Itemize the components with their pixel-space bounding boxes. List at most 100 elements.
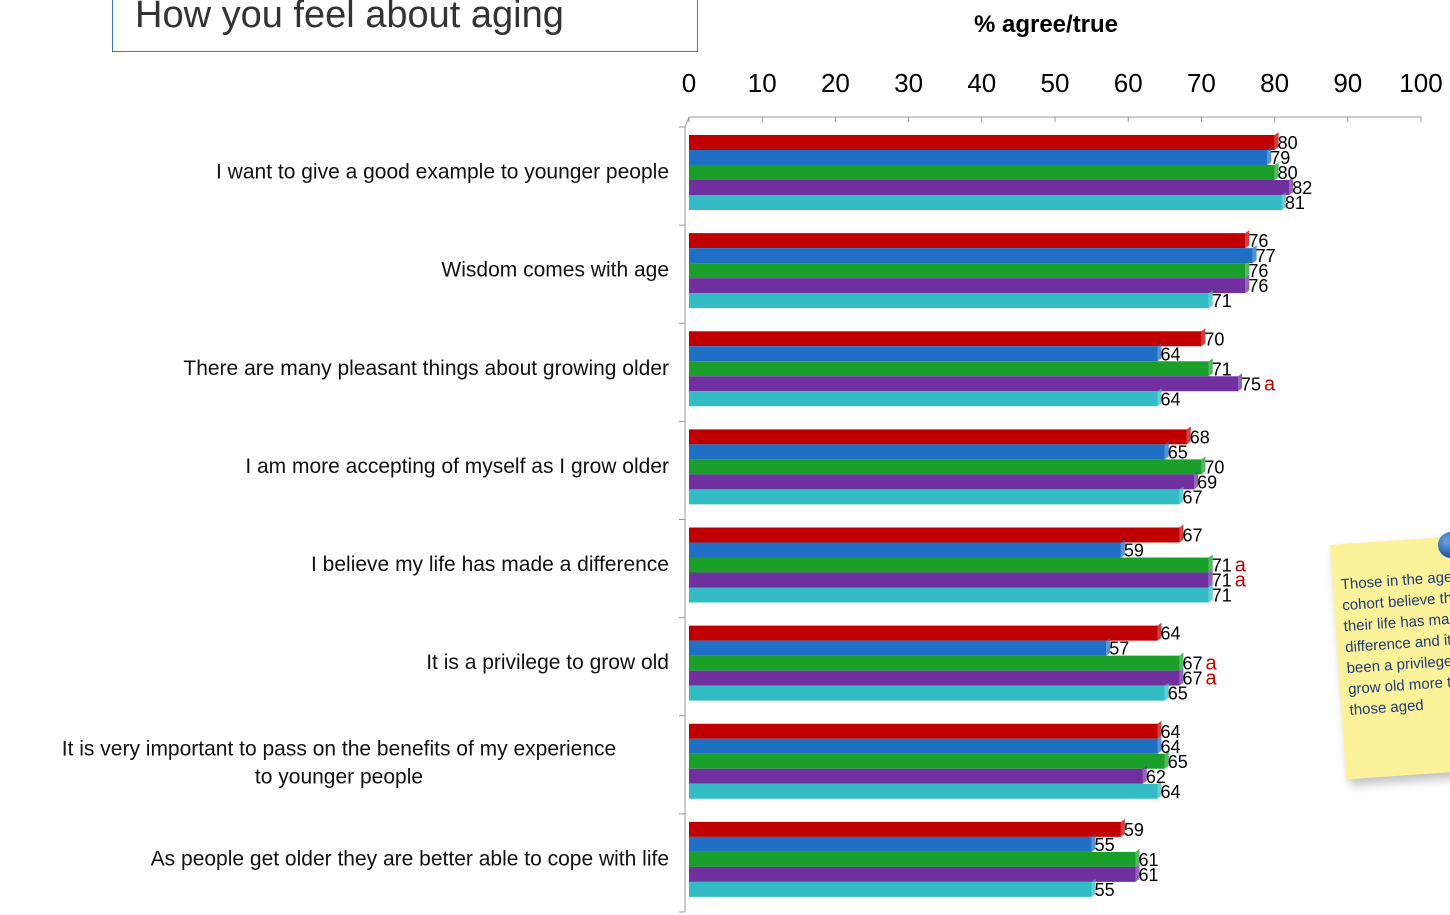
data-label: 71 <box>1212 556 1232 576</box>
data-label: 59 <box>1124 820 1144 840</box>
bar-cap <box>1186 426 1191 445</box>
bar-cap <box>1157 388 1162 407</box>
category-label: It is a privilege to grow old <box>426 651 669 674</box>
significance-flag: a <box>1235 555 1247 577</box>
data-label: 67 <box>1182 487 1202 507</box>
bar-cap <box>1274 162 1279 180</box>
bar <box>689 821 1121 837</box>
page-title: How you feel about aging <box>135 0 564 36</box>
bar-cap <box>1157 622 1162 641</box>
data-label: 77 <box>1256 246 1276 266</box>
x-tick-label: 90 <box>1333 68 1362 98</box>
category-label: I want to give a good example to younger… <box>216 161 669 184</box>
data-label: 61 <box>1139 865 1159 885</box>
bar-cap <box>1208 554 1213 573</box>
x-tick-label: 50 <box>1041 68 1070 98</box>
category-label: There are many pleasant things about gro… <box>183 357 669 380</box>
bar-cap <box>1120 539 1125 558</box>
data-label: 64 <box>1160 624 1180 644</box>
bar <box>689 180 1290 195</box>
bar-cap <box>1157 343 1162 362</box>
bar <box>689 527 1180 543</box>
data-label: 82 <box>1292 178 1312 198</box>
bar-cap <box>1201 328 1206 347</box>
bar-cap <box>1289 177 1294 195</box>
data-label: 64 <box>1160 389 1180 409</box>
bar-cap <box>1208 584 1213 603</box>
bar <box>689 135 1275 150</box>
data-label: 65 <box>1168 752 1188 772</box>
bar-cap <box>1179 486 1184 505</box>
data-label: 67 <box>1182 669 1202 689</box>
significance-flag: a <box>1264 373 1276 395</box>
pushpin-icon <box>1438 532 1450 558</box>
bar-cap <box>1252 245 1257 264</box>
significance-flag: a <box>1235 570 1247 592</box>
bar-cap <box>1208 358 1213 377</box>
data-label: 71 <box>1212 586 1232 606</box>
data-label: 80 <box>1278 133 1298 153</box>
category-label: As people get older they are better able… <box>151 847 669 870</box>
bar <box>689 376 1238 392</box>
bar <box>689 655 1180 671</box>
bar <box>689 625 1158 641</box>
bar <box>689 640 1107 656</box>
bar <box>689 429 1187 445</box>
bar-cap <box>1164 750 1169 769</box>
bar <box>689 783 1158 799</box>
bar-cap <box>1135 863 1140 882</box>
bar-cap <box>1120 818 1125 837</box>
x-tick-label: 70 <box>1187 68 1216 98</box>
bar <box>689 165 1275 180</box>
bar <box>689 195 1282 210</box>
bar-cap <box>1142 765 1147 784</box>
bar-cap <box>1091 878 1096 897</box>
x-tick-label: 40 <box>967 68 996 98</box>
bar-cap <box>1267 147 1272 165</box>
y-axis-edge <box>684 116 690 128</box>
x-tick-label: 60 <box>1114 68 1143 98</box>
bar-cap <box>1164 441 1169 460</box>
bar <box>689 866 1136 882</box>
sticky-note: Those in the age cohort believe that the… <box>1330 534 1450 780</box>
data-label: 80 <box>1278 163 1298 183</box>
data-label: 59 <box>1124 541 1144 561</box>
x-tick-label: 100 <box>1399 68 1442 98</box>
data-label: 65 <box>1168 684 1188 704</box>
bar-cap <box>1157 780 1162 799</box>
chart-title: % agree/true <box>974 11 1118 38</box>
category-label: I am more accepting of myself as I grow … <box>245 455 669 478</box>
bar-cap <box>1274 132 1279 150</box>
category-label: Wisdom comes with age <box>441 259 669 282</box>
data-label: 64 <box>1160 344 1180 364</box>
x-tick-label: 80 <box>1260 68 1289 98</box>
data-label: 71 <box>1212 571 1232 591</box>
bar <box>689 474 1195 490</box>
category-label: It is very important to pass on the bene… <box>62 737 616 788</box>
bar-cap <box>1238 373 1242 392</box>
bar <box>689 361 1209 377</box>
bar <box>689 542 1121 558</box>
data-label: 69 <box>1197 472 1217 492</box>
data-label: 64 <box>1160 737 1180 757</box>
data-label: 76 <box>1248 231 1268 251</box>
bar <box>689 150 1268 165</box>
significance-flag: a <box>1205 668 1217 690</box>
data-label: 79 <box>1270 148 1290 168</box>
data-label: 75 <box>1241 374 1261 394</box>
data-label: 67 <box>1182 654 1202 674</box>
data-label: 62 <box>1146 767 1166 787</box>
bar-cap <box>1179 667 1184 686</box>
bar <box>689 233 1246 249</box>
bar-cap <box>1164 682 1169 701</box>
bar <box>689 768 1143 784</box>
bar <box>689 459 1202 475</box>
bar <box>689 836 1092 852</box>
bar <box>689 278 1246 294</box>
bar-cap <box>1208 290 1213 309</box>
bar <box>689 293 1209 309</box>
x-tick-label: 10 <box>748 68 777 98</box>
data-label: 68 <box>1190 427 1210 447</box>
data-label: 70 <box>1204 457 1224 477</box>
